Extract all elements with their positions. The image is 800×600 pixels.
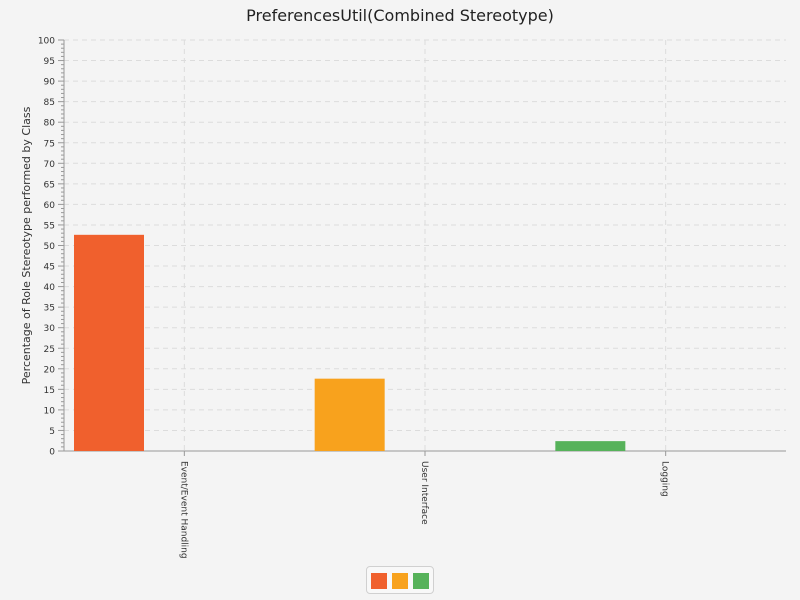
y-tick-label: 70 [44, 160, 56, 170]
y-tick-label: 100 [38, 37, 55, 47]
chart-title: PreferencesUtil(Combined Stereotype) [246, 6, 554, 25]
y-tick-label: 80 [44, 119, 56, 129]
y-tick-label: 20 [44, 365, 56, 375]
legend [366, 566, 434, 594]
bar-2 [314, 378, 385, 451]
y-tick-label: 5 [49, 427, 55, 437]
x-tick-label: Logging [660, 461, 670, 497]
y-tick-label: 25 [44, 345, 55, 355]
bar-1 [74, 234, 144, 451]
legend-swatch-3 [413, 573, 429, 589]
y-tick-label: 30 [44, 324, 56, 334]
legend-swatch-2 [392, 573, 408, 589]
y-tick-label: 10 [44, 406, 56, 416]
y-tick-label: 85 [44, 98, 55, 108]
y-axis-title: Percentage of Role Stereotype performed … [20, 106, 33, 384]
y-tick-label: 90 [44, 78, 56, 88]
y-tick-label: 40 [44, 283, 56, 293]
y-tick-label: 15 [44, 386, 55, 396]
y-tick-label: 65 [44, 180, 55, 190]
x-tick-label: Event/Event Handling [178, 461, 188, 559]
x-tick-label: User Interface [419, 461, 429, 525]
bar-3 [555, 441, 626, 451]
y-tick-label: 50 [44, 242, 56, 252]
y-tick-label: 35 [44, 304, 55, 314]
legend-swatch-1 [371, 573, 387, 589]
y-tick-label: 45 [44, 263, 55, 273]
y-tick-label: 0 [49, 448, 55, 458]
y-tick-label: 60 [44, 201, 56, 211]
y-tick-label: 95 [44, 57, 55, 67]
y-tick-label: 55 [44, 221, 55, 231]
y-tick-label: 75 [44, 139, 55, 149]
